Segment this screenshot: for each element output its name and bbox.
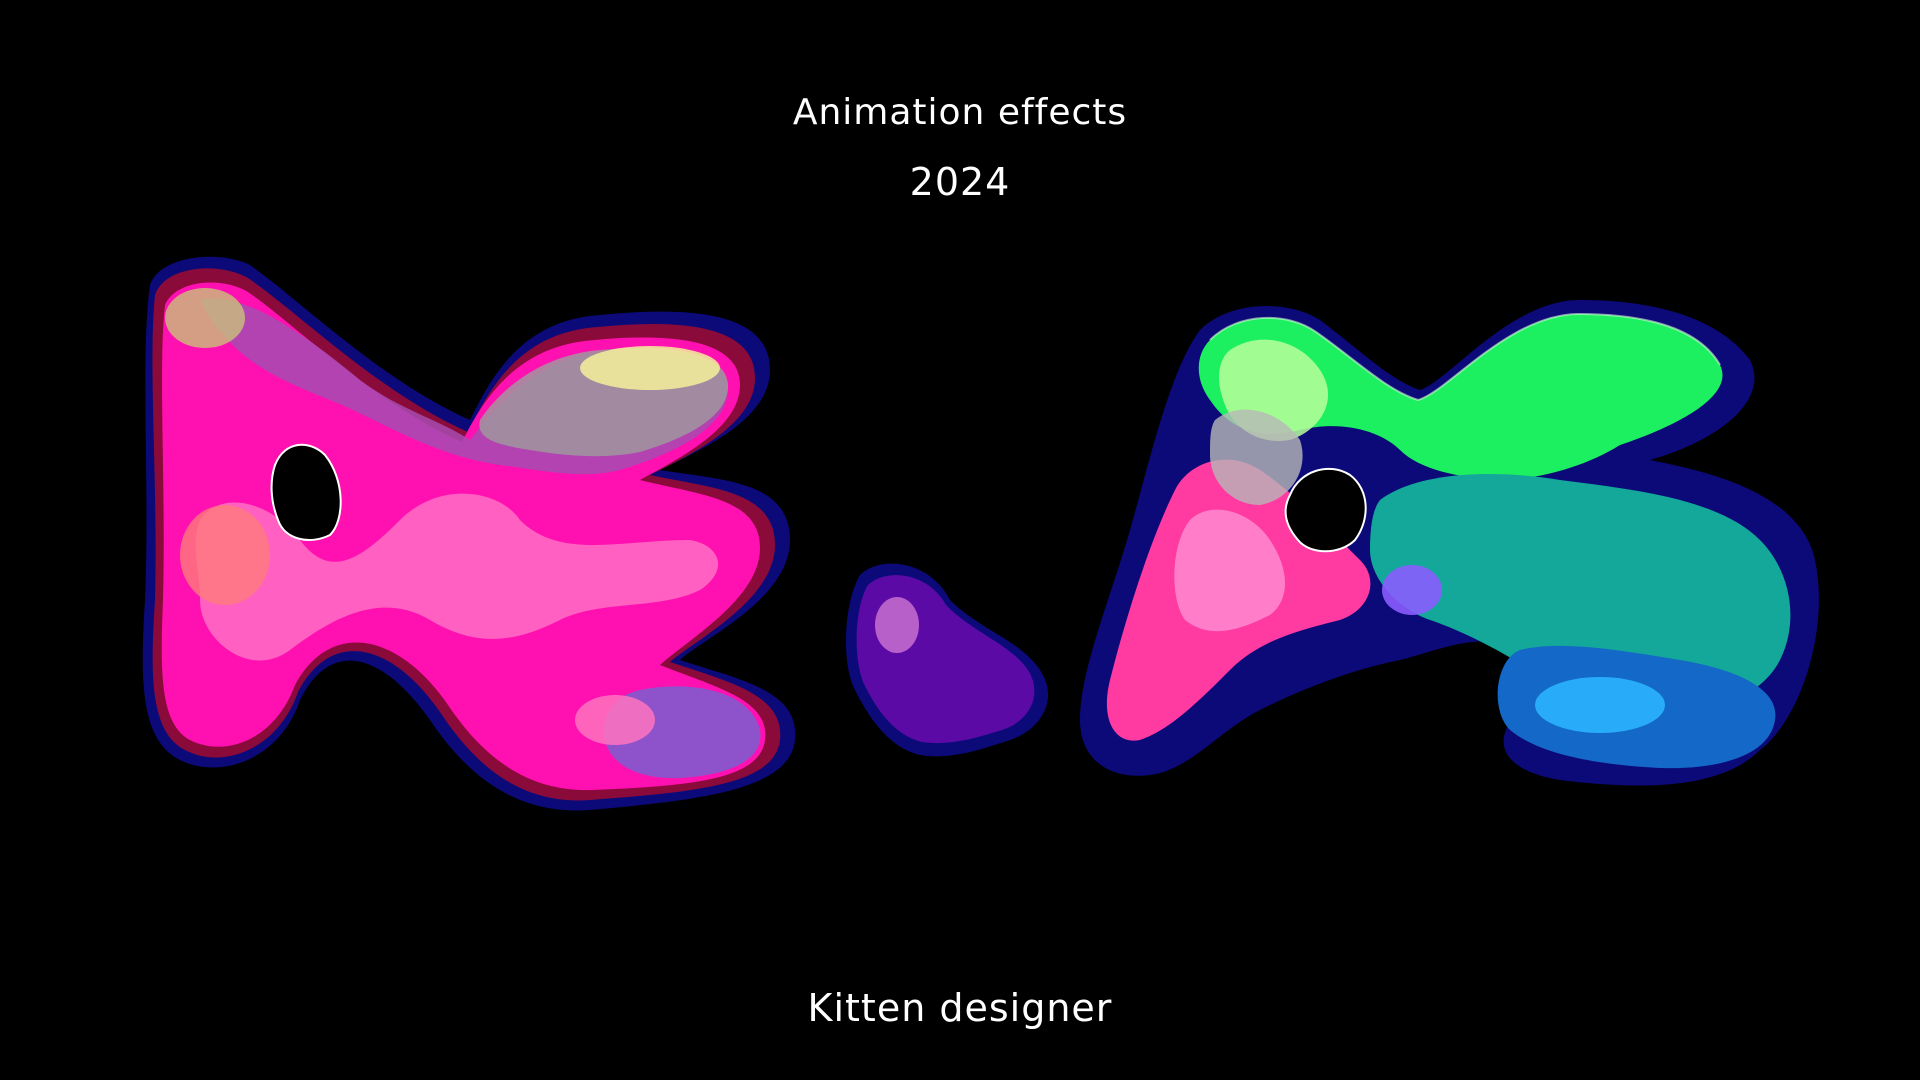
designer-credit: Kitten designer xyxy=(807,986,1113,1030)
ae-hole-a xyxy=(271,444,341,540)
as-body-teal xyxy=(1370,474,1791,720)
year-label: 2024 xyxy=(909,160,1011,204)
blob-letters-as xyxy=(1080,300,1819,786)
ae-highlight-pink xyxy=(195,493,719,661)
ae-lower-pink xyxy=(575,695,655,745)
heart-highlight xyxy=(875,597,919,653)
as-body-green xyxy=(1198,314,1723,480)
ae-highlight-yellow-top xyxy=(165,288,245,348)
as-outline-white xyxy=(1209,312,1721,402)
as-highlight-grey xyxy=(1210,409,1303,505)
as-highlight-cyan xyxy=(1535,677,1665,733)
blob-letters-ae xyxy=(142,256,796,811)
as-highlight-violet xyxy=(1382,565,1442,615)
as-highlight-pink xyxy=(1174,509,1285,632)
blob-heart-dot xyxy=(845,563,1049,757)
page-title: Animation effects xyxy=(792,92,1128,133)
as-hole xyxy=(1285,468,1366,552)
ae-hole-a-ring xyxy=(270,443,342,541)
ae-highlight-orange xyxy=(180,505,270,605)
as-hole-ring xyxy=(1284,467,1367,553)
ae-highlight-yellow xyxy=(580,346,720,390)
